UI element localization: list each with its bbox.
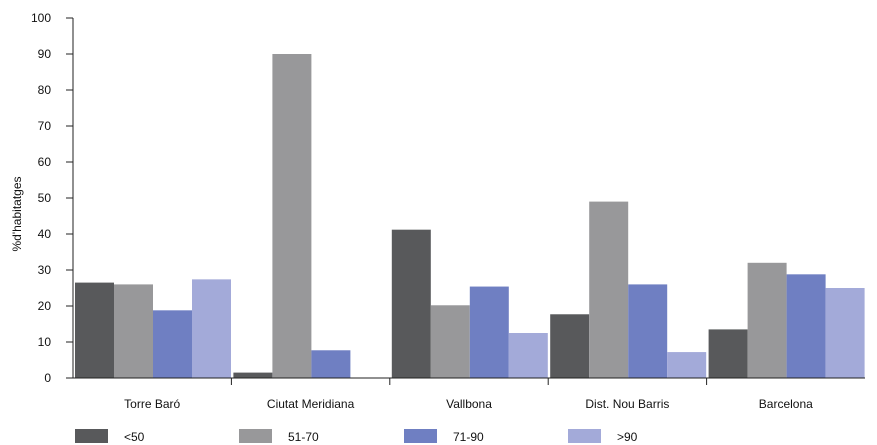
y-tick-label: 10 [38, 335, 52, 349]
x-tick-label: Vallbona [446, 397, 492, 411]
y-axis-label: %d'habitatges [10, 176, 24, 251]
bar [75, 282, 114, 378]
bar [508, 333, 548, 378]
y-tick-label: 30 [38, 263, 52, 277]
bar [192, 279, 231, 378]
y-tick-label: 90 [38, 47, 52, 61]
y-tick-label: 60 [38, 155, 52, 169]
legend: <50 51-70 71-90 >90 [75, 429, 638, 444]
legend-swatch [568, 429, 601, 443]
bar [430, 305, 470, 378]
y-axis-ticks: 0 10 20 30 40 50 60 70 80 90 100 [31, 11, 73, 385]
bar [747, 262, 787, 378]
bar [708, 329, 748, 378]
y-tick-label: 100 [31, 11, 51, 25]
x-tick-label: Barcelona [759, 397, 813, 411]
bar [589, 201, 629, 378]
bars [75, 54, 865, 378]
y-tick-label: 70 [38, 119, 52, 133]
y-tick-label: 40 [38, 227, 52, 241]
x-axis-ticks: Torre Baró Ciutat Meridiana Vallbona Dist. … [124, 378, 813, 411]
legend-swatch [239, 429, 272, 443]
bar [153, 310, 192, 378]
bar [825, 288, 865, 378]
y-tick-label: 80 [38, 83, 52, 97]
x-tick-label: Dist. Nou Barris [585, 397, 669, 411]
legend-label: 71-90 [453, 430, 484, 444]
bar [628, 284, 668, 378]
y-tick-label: 0 [44, 371, 51, 385]
y-tick-label: 20 [38, 299, 52, 313]
bar [391, 229, 431, 378]
legend-swatch [404, 429, 437, 443]
bar [311, 350, 351, 378]
y-tick-label: 50 [38, 191, 52, 205]
bar [786, 274, 826, 378]
bar [233, 372, 273, 378]
x-tick-label: Torre Baró [124, 397, 180, 411]
bar [272, 54, 312, 378]
bar [469, 286, 509, 378]
bar [114, 284, 153, 378]
legend-label: <50 [124, 430, 145, 444]
bar [667, 352, 707, 378]
x-tick-label: Ciutat Meridiana [267, 397, 355, 411]
legend-swatch [75, 429, 108, 443]
legend-label: 51-70 [288, 430, 319, 444]
bar [550, 314, 590, 378]
legend-label: >90 [617, 430, 638, 444]
